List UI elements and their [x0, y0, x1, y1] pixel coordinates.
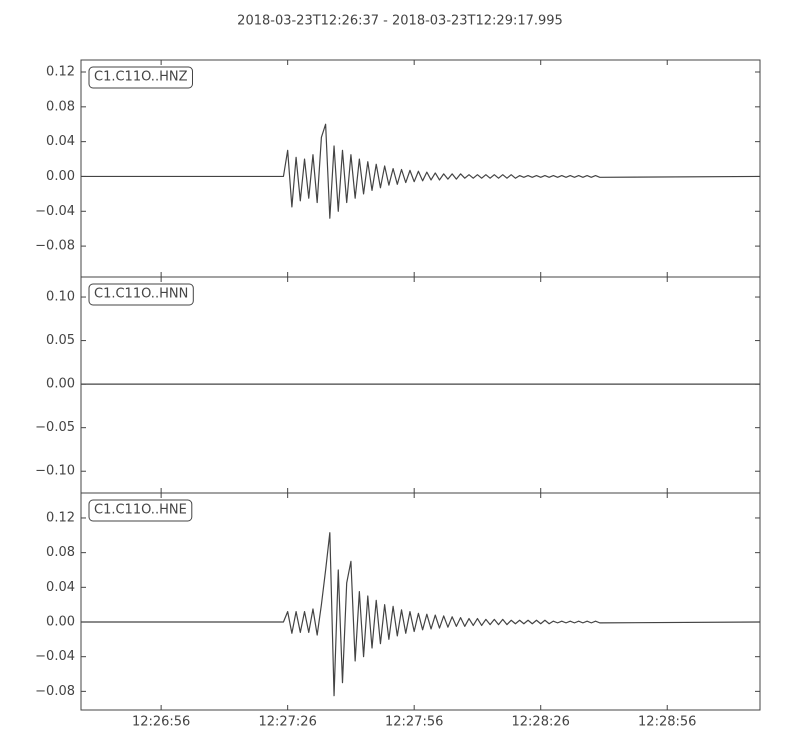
x-tick-label: 12:26:56 — [132, 715, 190, 730]
channel-label-box — [88, 283, 194, 306]
y-tick-label: 0.00 — [46, 377, 75, 392]
y-tick-label: 0.08 — [46, 545, 75, 560]
y-tick-label: 0.04 — [46, 580, 75, 595]
channel-label: C1.C11O..HNE — [94, 503, 187, 518]
y-tick-label: 0.08 — [46, 99, 75, 114]
chart-title: 2018-03-23T12:26:37 - 2018-03-23T12:29:1… — [237, 14, 563, 29]
y-tick-label: −0.04 — [35, 649, 75, 664]
channel-label: C1.C11O..HNN — [94, 287, 188, 302]
y-tick-label: −0.05 — [35, 420, 75, 435]
y-tick-label: 0.00 — [46, 169, 75, 184]
waveform — [81, 123, 761, 219]
y-tick-label: −0.04 — [35, 204, 75, 219]
x-tick-label: 12:27:56 — [385, 715, 443, 730]
y-tick-label: 0.05 — [46, 333, 75, 348]
x-tick-label: 12:28:56 — [638, 715, 696, 730]
y-tick-label: 0.04 — [46, 134, 75, 149]
channel-label-box — [88, 499, 193, 522]
x-tick-label: 12:27:26 — [258, 715, 316, 730]
panel-frame — [80, 492, 761, 711]
y-tick-label: 0.10 — [46, 290, 75, 305]
y-tick-label: −0.08 — [35, 239, 75, 254]
channel-label-box — [88, 66, 193, 89]
waveform — [81, 532, 761, 697]
y-tick-label: −0.08 — [35, 684, 75, 699]
y-tick-label: −0.10 — [35, 464, 75, 479]
y-tick-label: 0.12 — [46, 65, 75, 80]
channel-label: C1.C11O..HNZ — [94, 70, 188, 85]
y-tick-label: 0.00 — [46, 615, 75, 630]
y-tick-label: 0.12 — [46, 510, 75, 525]
x-tick-label: 12:28:26 — [512, 715, 570, 730]
